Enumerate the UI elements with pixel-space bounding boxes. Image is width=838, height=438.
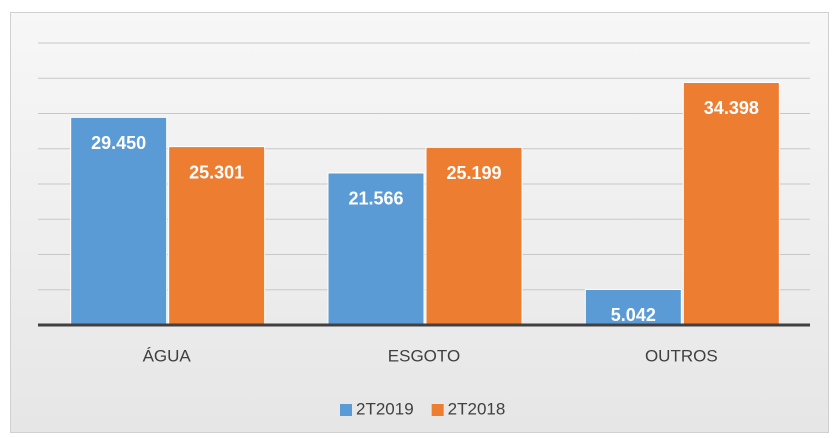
legend-swatch	[431, 404, 444, 416]
data-label: 5.042	[611, 305, 656, 325]
x-tick-label: ÁGUA	[143, 346, 192, 365]
bar	[327, 172, 425, 326]
bar	[584, 288, 682, 326]
legend-label: 2T2018	[448, 399, 506, 418]
x-tick-label: OUTROS	[645, 346, 718, 365]
bar	[682, 81, 780, 326]
legend-label: 2T2019	[356, 399, 414, 418]
bar	[70, 116, 168, 326]
data-label: 29.450	[91, 133, 146, 153]
data-label: 25.199	[446, 163, 501, 183]
data-label: 25.301	[189, 162, 244, 182]
x-tick-label: ESGOTO	[388, 346, 460, 365]
legend-swatch	[340, 404, 352, 416]
bar	[425, 146, 523, 326]
bar	[168, 146, 266, 326]
data-label: 34.398	[704, 98, 759, 118]
data-label: 21.566	[348, 189, 403, 209]
